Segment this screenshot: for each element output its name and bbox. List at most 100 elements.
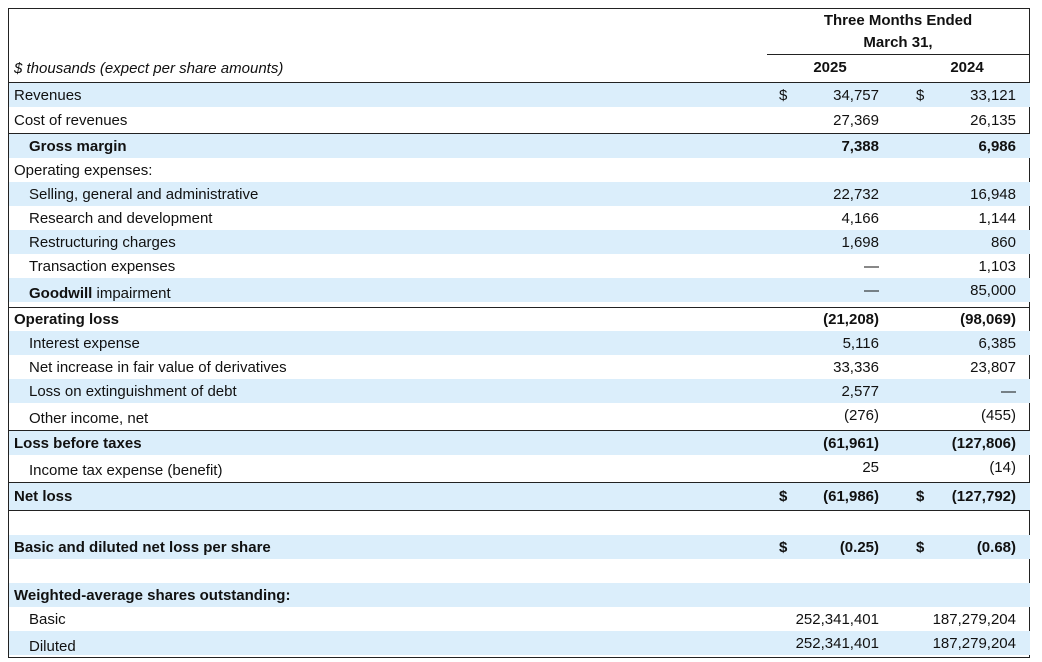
value-2024: (127,792) <box>951 488 1016 505</box>
rule-below-net-loss <box>9 510 1030 511</box>
row-label-emphasis: Goodwill <box>29 284 93 302</box>
value-2024: 1,103 <box>978 257 1016 275</box>
currency-symbol: $ <box>916 488 925 505</box>
rule-above-operating-loss <box>9 307 1030 308</box>
value-2025: 27,369 <box>833 111 879 129</box>
row-label: Loss before taxes <box>14 434 142 452</box>
row-label: Revenues <box>14 86 82 104</box>
row-interest-expense: Interest expense 5,116 6,385 <box>9 331 1030 355</box>
rule-above-loss-before-taxes <box>9 430 1030 431</box>
value-2024: (455) <box>980 406 1016 424</box>
rule-above-net-loss <box>9 482 1030 483</box>
value-2025: 252,341,401 <box>795 610 879 628</box>
row-label: Transaction expenses <box>29 257 176 275</box>
value-2024: 26,135 <box>970 111 1016 129</box>
value-2025: (61,961) <box>823 434 879 452</box>
year-header-2025: 2025 <box>813 59 847 76</box>
row-label: Research and development <box>29 209 213 227</box>
value-2025: 252,341,401 <box>795 634 879 652</box>
value-2025: 34,757 <box>833 86 879 104</box>
row-label: Cost of revenues <box>14 111 128 129</box>
value-2024: (0.68) <box>976 538 1016 556</box>
row-label: Income tax expense (benefit) <box>29 461 223 479</box>
row-shares-diluted: Diluted 252,341,401 187,279,204 <box>9 631 1030 655</box>
row-label: Goodwill impairment <box>29 281 171 305</box>
row-operating-expenses-heading: Operating expenses: <box>9 158 1030 182</box>
value-2024: 23,807 <box>970 358 1016 376</box>
value-2025: (0.25) <box>839 538 879 556</box>
row-income-tax: Income tax expense (benefit) 25 (14) <box>9 455 1030 479</box>
currency-symbol: $ <box>779 538 788 556</box>
header-bottom-rule <box>9 82 1030 83</box>
row-transaction-expenses: Transaction expenses — 1,103 <box>9 254 1030 278</box>
value-2024: — <box>1001 382 1016 400</box>
value-2024: 6,986 <box>978 137 1016 155</box>
row-label-rest: impairment <box>92 284 171 302</box>
value-2025: — <box>864 257 879 275</box>
header-divider <box>767 54 1030 55</box>
value-2024: 6,385 <box>978 334 1016 352</box>
row-shares-basic: Basic 252,341,401 187,279,204 <box>9 607 1030 631</box>
period-header-line1: Three Months Ended <box>823 12 973 29</box>
row-label: Loss on extinguishment of debt <box>29 382 237 400</box>
value-2024: 187,279,204 <box>932 610 1016 628</box>
value-2025: (61,986) <box>823 488 879 505</box>
row-label: Operating expenses: <box>14 161 153 179</box>
period-header-line2: March 31, <box>863 34 933 51</box>
row-revenues: Revenues $ 34,757 $ 33,121 <box>9 83 1030 107</box>
value-2025: 5,116 <box>842 334 879 352</box>
row-label: Basic <box>29 610 66 628</box>
year-header-2024: 2024 <box>950 59 984 76</box>
row-loss-before-taxes: Loss before taxes (61,961) (127,806) <box>9 431 1030 455</box>
row-label: Selling, general and administrative <box>29 185 259 203</box>
row-label: Other income, net <box>29 409 149 427</box>
row-cost-of-revenues: Cost of revenues 27,369 26,135 <box>9 108 1030 132</box>
row-label: Diluted <box>29 637 76 655</box>
value-2024: 187,279,204 <box>932 634 1016 652</box>
value-2024: (127,806) <box>951 434 1016 452</box>
currency-symbol: $ <box>916 86 925 104</box>
value-2024: (14) <box>989 458 1016 476</box>
spacer-row <box>9 559 1030 583</box>
value-2024: 16,948 <box>970 185 1016 203</box>
value-2025: 1,698 <box>841 233 879 251</box>
value-2024: 85,000 <box>970 281 1016 299</box>
value-2025: 33,336 <box>833 358 879 376</box>
value-2025: (276) <box>843 406 879 424</box>
units-caption: $ thousands (expect per share amounts) <box>14 60 284 77</box>
row-label: Interest expense <box>29 334 140 352</box>
row-weighted-average-heading: Weighted-average shares outstanding: <box>9 583 1030 607</box>
value-2025: 25 <box>862 458 879 476</box>
row-label: Operating loss <box>14 310 120 328</box>
value-2024: 860 <box>990 233 1016 251</box>
row-gross-margin: Gross margin 7,388 6,986 <box>9 134 1030 158</box>
rule-above-gross-margin <box>9 133 1030 134</box>
value-2024: 1,144 <box>978 209 1016 227</box>
row-net-loss: Net loss $ (61,986) $ (127,792) <box>9 483 1030 510</box>
row-goodwill-impairment: Goodwill impairment — 85,000 <box>9 278 1030 302</box>
value-2025: 22,732 <box>833 185 879 203</box>
currency-symbol: $ <box>779 86 788 104</box>
row-label: Gross margin <box>29 137 127 155</box>
row-restructuring-charges: Restructuring charges 1,698 860 <box>9 230 1030 254</box>
currency-symbol: $ <box>779 488 788 505</box>
row-label: Net increase in fair value of derivative… <box>29 358 287 376</box>
value-2025: 4,166 <box>841 209 879 227</box>
row-net-increase-fair-value: Net increase in fair value of derivative… <box>9 355 1030 379</box>
value-2025: — <box>864 281 879 299</box>
value-2025: (21,208) <box>823 310 879 328</box>
row-sga: Selling, general and administrative 22,7… <box>9 182 1030 206</box>
row-label: Restructuring charges <box>29 233 176 251</box>
row-label: Weighted-average shares outstanding: <box>14 586 291 604</box>
value-2024: 33,121 <box>970 86 1016 104</box>
row-operating-loss: Operating loss (21,208) (98,069) <box>9 307 1030 331</box>
row-other-income: Other income, net (276) (455) <box>9 403 1030 427</box>
row-label: Net loss <box>14 488 73 505</box>
value-2025: 7,388 <box>841 137 879 155</box>
value-2024: (98,069) <box>960 310 1016 328</box>
row-research-and-development: Research and development 4,166 1,144 <box>9 206 1030 230</box>
currency-symbol: $ <box>916 538 925 556</box>
row-loss-on-extinguishment: Loss on extinguishment of debt 2,577 — <box>9 379 1030 403</box>
row-net-loss-per-share: Basic and diluted net loss per share $ (… <box>9 535 1030 559</box>
spacer-row <box>9 511 1030 535</box>
